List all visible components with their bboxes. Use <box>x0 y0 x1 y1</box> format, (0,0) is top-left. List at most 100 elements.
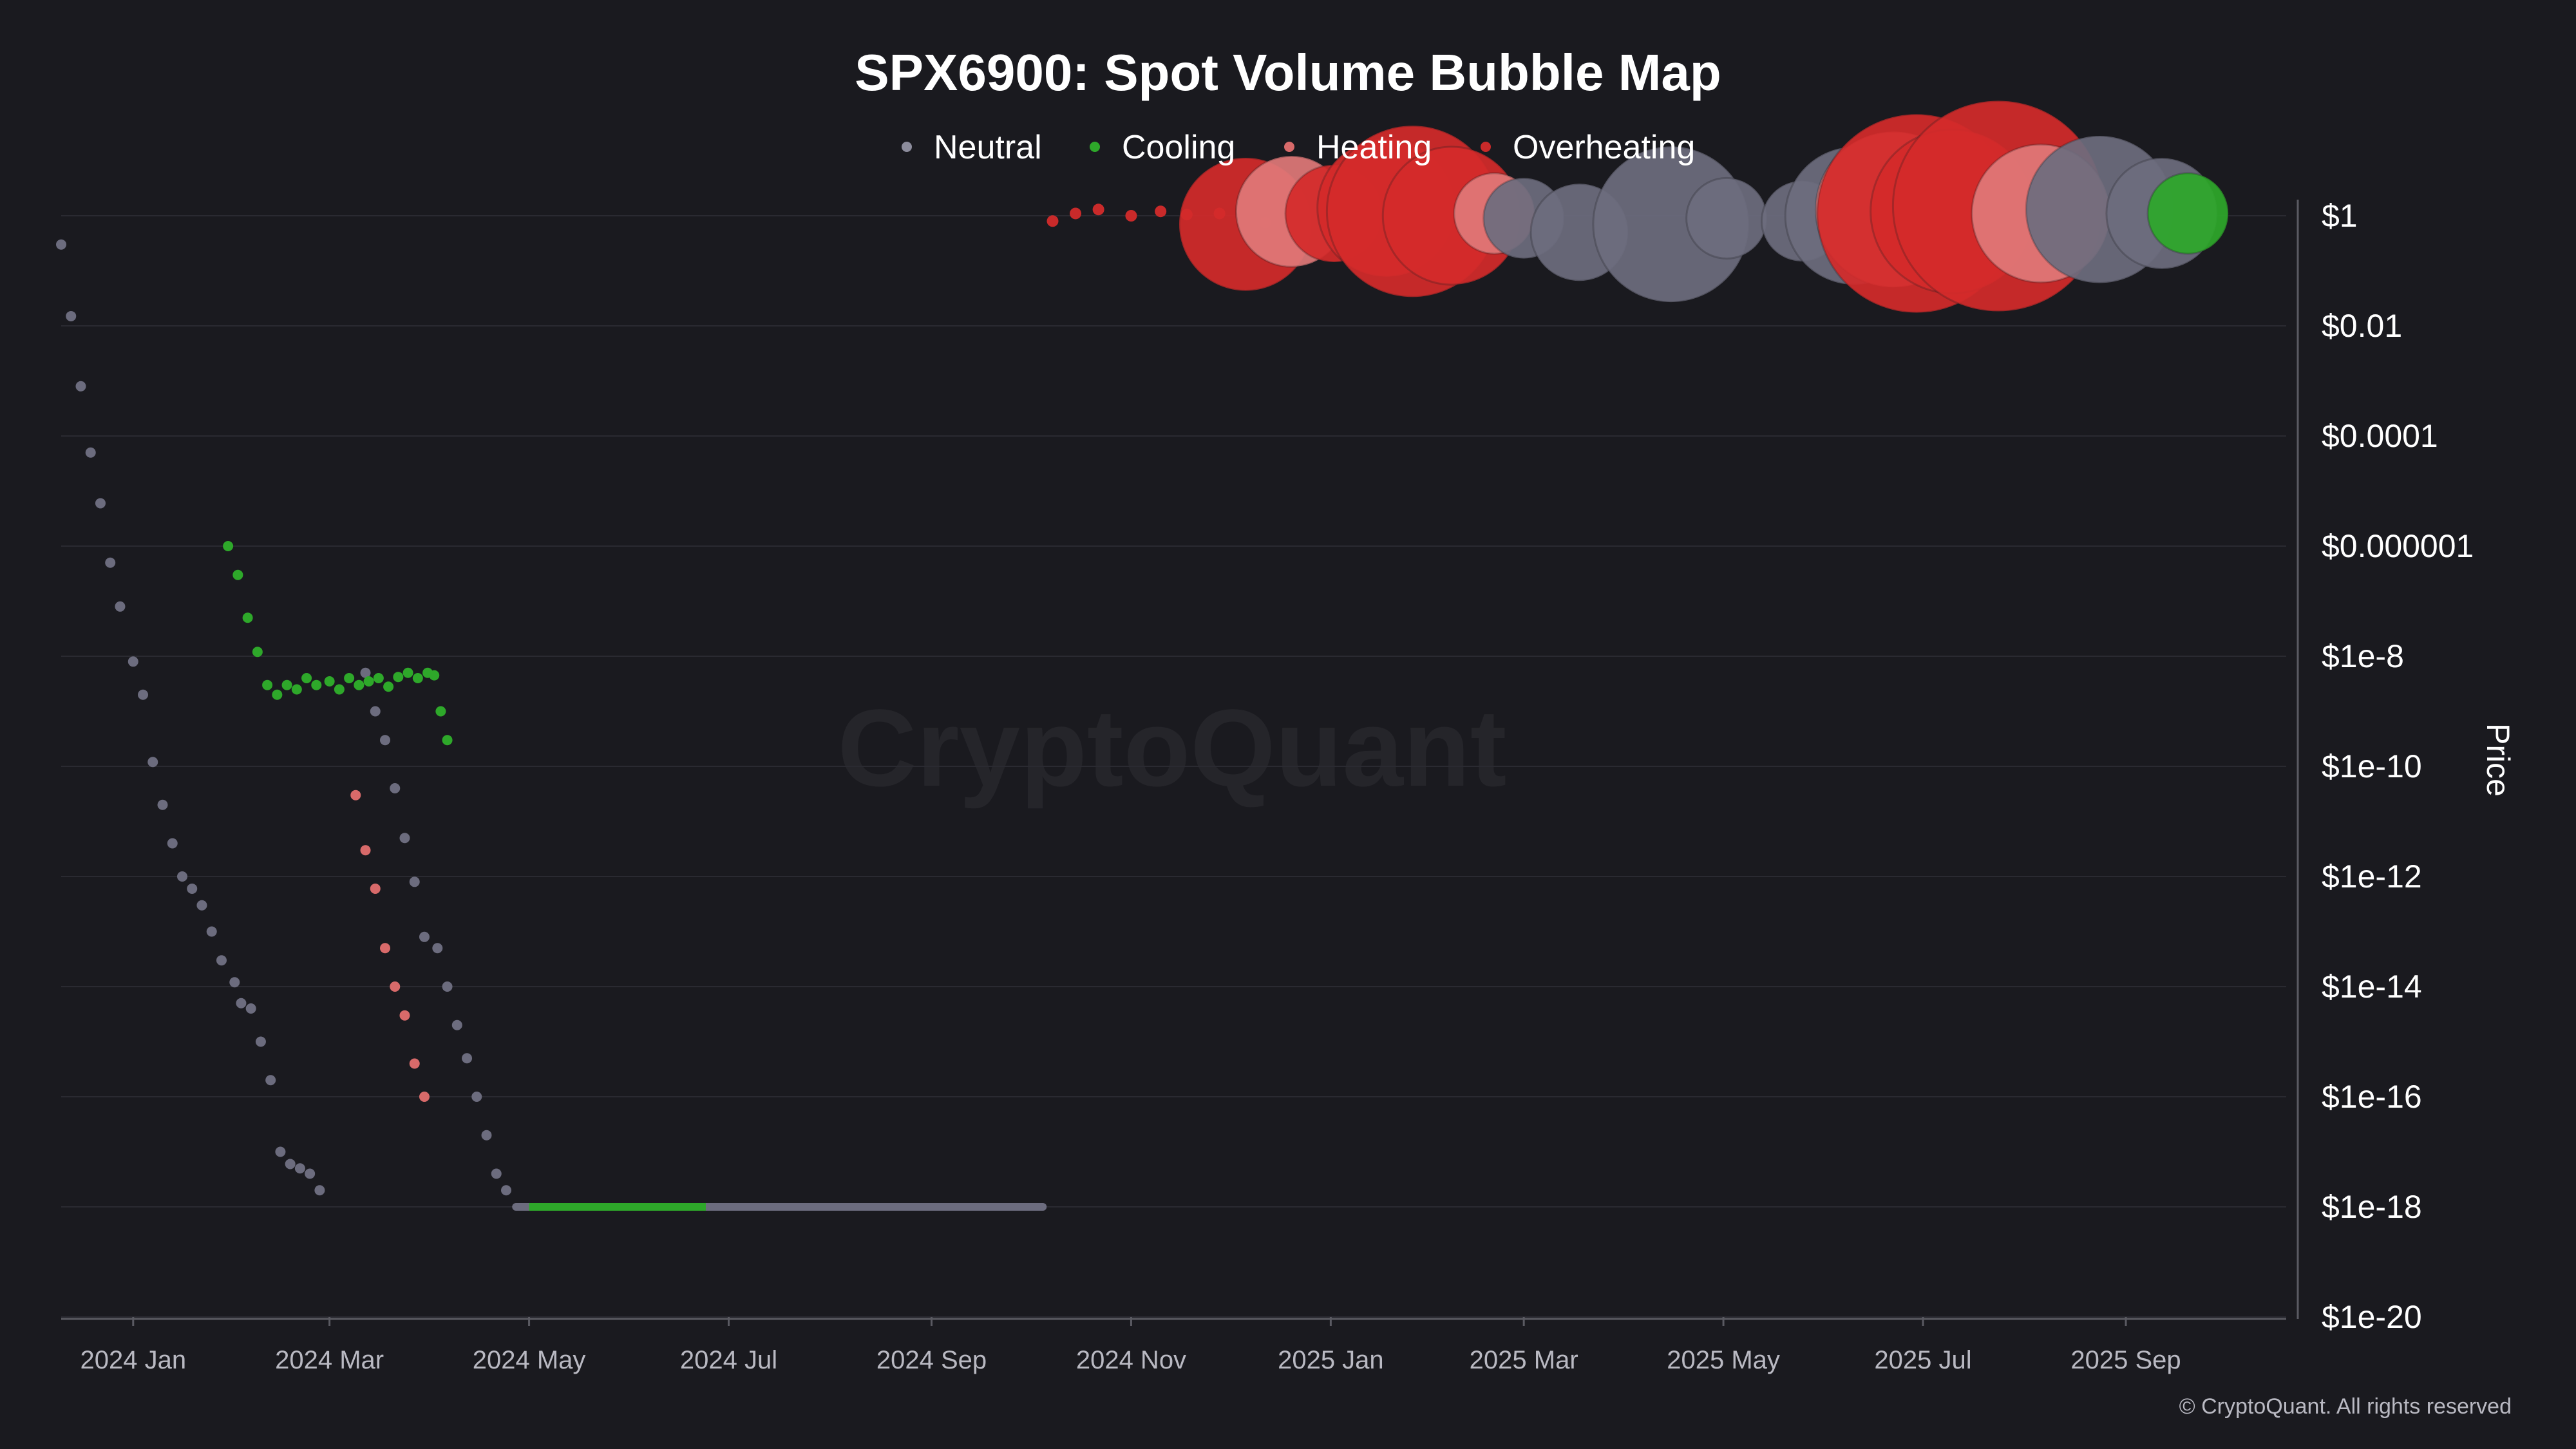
x-tick-label: 2024 Nov <box>1076 1346 1186 1374</box>
data-point-neutral <box>451 1019 462 1030</box>
data-point-cooling <box>232 569 243 580</box>
data-point-neutral <box>390 783 401 794</box>
data-point-neutral <box>305 1168 316 1179</box>
volume-bubble-cooling <box>2146 172 2230 255</box>
data-point-neutral <box>147 757 158 768</box>
data-point-cooling <box>344 673 355 684</box>
data-point-neutral <box>294 1163 305 1174</box>
x-tick-label: 2024 Sep <box>876 1346 987 1374</box>
y-axis-label: Price <box>2480 723 2516 797</box>
copyright-notice: © CryptoQuant. All rights reserved <box>2179 1394 2512 1419</box>
data-point-overheating <box>1155 205 1167 218</box>
y-tick-label: $1e-14 <box>2322 969 2422 1005</box>
data-point-heating <box>380 943 391 954</box>
data-point-neutral <box>66 310 77 321</box>
data-point-overheating <box>1046 215 1059 227</box>
data-point-neutral <box>229 977 240 988</box>
data-point-neutral <box>157 799 168 810</box>
data-point-neutral <box>419 931 430 942</box>
x-tick-label: 2025 May <box>1667 1346 1780 1374</box>
data-point-cooling <box>435 706 446 717</box>
y-tick-label: $0.000001 <box>2322 528 2474 564</box>
data-point-cooling <box>272 689 283 700</box>
data-point-cooling <box>281 679 292 690</box>
data-point-neutral <box>236 998 247 1009</box>
data-point-neutral <box>491 1168 502 1179</box>
y-tick-label: $1e-16 <box>2322 1079 2422 1115</box>
data-point-neutral <box>115 601 126 612</box>
legend-marker-heating <box>1284 142 1294 152</box>
data-point-overheating <box>1070 207 1082 220</box>
data-point-neutral <box>128 656 138 667</box>
volume-bubble-neutral <box>1685 176 1768 260</box>
data-point-neutral <box>255 1036 266 1047</box>
y-tick-label: $1e-10 <box>2322 748 2422 784</box>
data-point-neutral <box>471 1092 482 1102</box>
data-point-neutral <box>481 1130 492 1141</box>
data-point-neutral <box>245 1003 256 1014</box>
data-point-cooling <box>402 667 413 678</box>
data-point-neutral <box>314 1185 325 1196</box>
data-point-neutral <box>85 447 96 458</box>
volume-bubbles-layer <box>1178 99 2230 314</box>
data-point-heating <box>390 981 401 992</box>
data-point-cooling <box>393 672 404 683</box>
data-point-cooling <box>242 612 253 623</box>
data-point-neutral <box>105 557 116 568</box>
watermark: CryptoQuant <box>838 687 1507 810</box>
data-point-neutral <box>442 981 453 992</box>
data-point-cooling <box>412 673 423 684</box>
legend-label-neutral: Neutral <box>934 129 1042 166</box>
data-point-heating <box>360 845 371 856</box>
data-point-neutral <box>432 943 443 954</box>
legend-marker-cooling <box>1090 142 1100 152</box>
legend-label-cooling: Cooling <box>1122 129 1235 166</box>
x-tick-label: 2025 Sep <box>2070 1346 2181 1374</box>
data-point-neutral <box>176 871 187 882</box>
y-tick-label: $1 <box>2322 198 2358 234</box>
data-point-neutral <box>95 498 106 509</box>
data-point-cooling <box>363 676 374 687</box>
y-tick-label: $1e-20 <box>2322 1299 2422 1335</box>
x-tick-label: 2024 Mar <box>275 1346 384 1374</box>
legend: Neutral Cooling Heating Overheating <box>902 129 1695 166</box>
data-point-neutral <box>275 1146 286 1157</box>
data-point-neutral <box>265 1075 276 1086</box>
y-axis-ticks: $1 $0.01 $0.0001 $0.000001 $1e-8 $1e-10 $1e-12… <box>2322 198 2474 1335</box>
y-tick-label: $1e-8 <box>2322 638 2404 674</box>
data-point-cooling <box>334 684 345 695</box>
data-point-heating <box>370 883 381 894</box>
data-point-heating <box>350 790 361 800</box>
data-point-cooling <box>252 647 263 658</box>
data-point-heating <box>399 1010 410 1021</box>
data-point-neutral <box>285 1159 296 1170</box>
x-tick-label: 2025 Mar <box>1470 1346 1578 1374</box>
data-point-cooling <box>383 681 394 692</box>
data-point-neutral <box>360 667 371 678</box>
chart-title: SPX6900: Spot Volume Bubble Map <box>855 44 1721 101</box>
data-point-neutral <box>138 689 149 700</box>
data-point-overheating <box>1125 210 1137 222</box>
data-point-cooling <box>262 679 273 690</box>
data-point-neutral <box>187 883 198 894</box>
legend-marker-neutral <box>902 142 912 152</box>
data-point-neutral <box>462 1053 473 1064</box>
data-point-cooling <box>223 541 234 551</box>
data-point-neutral <box>409 876 420 887</box>
x-tick-label: 2024 Jan <box>80 1346 186 1374</box>
x-tick-label: 2025 Jul <box>1874 1346 1971 1374</box>
data-point-overheating <box>1092 204 1104 216</box>
x-axis-ticks: 2024 Jan 2024 Mar 2024 May 2024 Jul 2024 Sep… <box>80 1317 2181 1374</box>
data-point-neutral <box>399 833 410 844</box>
x-tick-label: 2025 Jan <box>1278 1346 1384 1374</box>
data-point-cooling <box>324 676 335 687</box>
data-point-neutral <box>370 706 381 717</box>
legend-marker-overheating <box>1481 142 1491 152</box>
data-point-cooling <box>311 679 322 690</box>
y-tick-label: $1e-18 <box>2322 1189 2422 1225</box>
data-point-neutral <box>167 838 178 849</box>
y-tick-label: $0.01 <box>2322 308 2402 344</box>
legend-label-heating: Heating <box>1316 129 1432 166</box>
data-point-neutral <box>196 900 207 911</box>
